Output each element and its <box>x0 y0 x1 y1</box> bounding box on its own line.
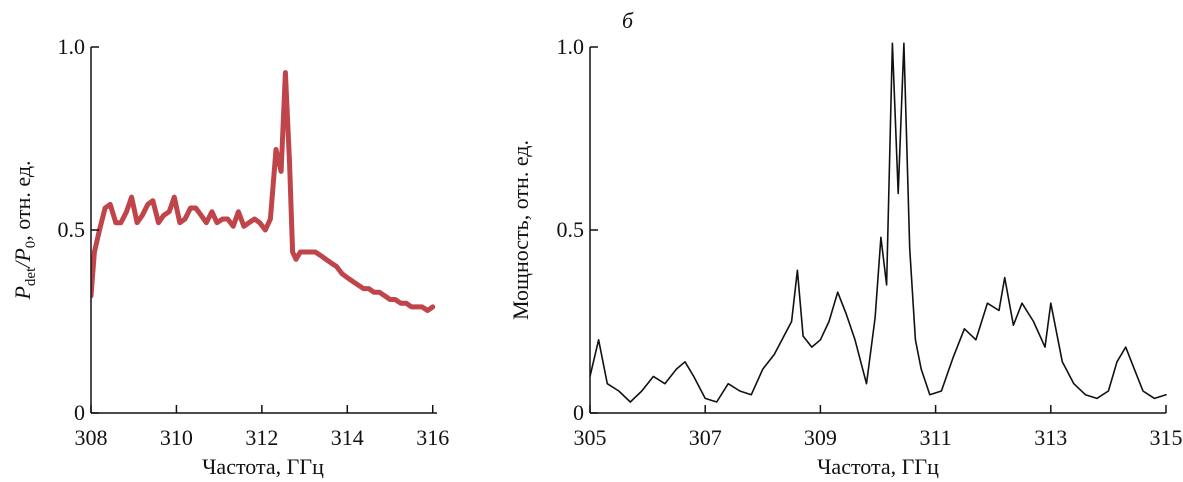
right-x-tick-label: 305 <box>574 425 607 450</box>
left-x-axis-title: Частота, ГГц <box>202 454 324 479</box>
left-y-axis-title: Pdet/P0, отн. ед. <box>10 160 39 300</box>
left-y-axis-title-p: P <box>10 286 35 300</box>
left-y-axis-title-sub1: det <box>23 267 39 286</box>
right-panel-label: б <box>622 8 634 33</box>
left-series-line <box>91 70 436 313</box>
right-series-line <box>590 42 1167 403</box>
left-y-ticks: 0 0.5 1.0 <box>58 34 99 425</box>
left-x-tick-label: 314 <box>331 425 364 450</box>
right-x-axis-title: Частота, ГГц <box>817 454 939 479</box>
left-x-tick-label: 308 <box>75 425 108 450</box>
left-x-tick-label: 310 <box>160 425 193 450</box>
right-y-tick-label: 1.0 <box>557 34 585 59</box>
right-x-tick-label: 315 <box>1150 425 1183 450</box>
left-y-tick-label: 1.0 <box>58 34 86 59</box>
right-x-tick-label: 311 <box>920 425 952 450</box>
left-x-ticks: 308 310 312 314 316 <box>75 405 449 450</box>
left-y-tick-label: 0.5 <box>58 217 86 242</box>
right-y-tick-label: 0 <box>573 400 584 425</box>
right-y-axis-title: Мощность, отн. ед. <box>508 140 533 320</box>
left-y-axis-title-sub2: 0 <box>23 241 39 249</box>
right-plot-lines <box>590 42 1167 403</box>
right-y-ticks: 0 0.5 1.0 <box>557 34 598 425</box>
left-y-tick-label: 0 <box>74 400 85 425</box>
right-x-tick-label: 313 <box>1034 425 1067 450</box>
left-panel: 0 0.5 1.0 308 310 312 314 316 Частота, ГГц Pde… <box>10 34 449 479</box>
left-y-axis-title-slash: /P <box>10 248 35 270</box>
right-x-ticks: 305 307 309 311 313 315 <box>574 405 1183 450</box>
right-x-tick-label: 309 <box>804 425 837 450</box>
left-plot-lines <box>91 70 436 313</box>
right-panel: б 0 0.5 1.0 305 307 309 311 313 315 Частота, ГГ… <box>508 8 1183 479</box>
right-x-tick-label: 307 <box>689 425 722 450</box>
left-x-tick-label: 312 <box>245 425 278 450</box>
right-y-tick-label: 0.5 <box>557 217 585 242</box>
left-y-axis-title-units: , отн. ед. <box>10 160 35 240</box>
left-x-tick-label: 316 <box>416 425 449 450</box>
